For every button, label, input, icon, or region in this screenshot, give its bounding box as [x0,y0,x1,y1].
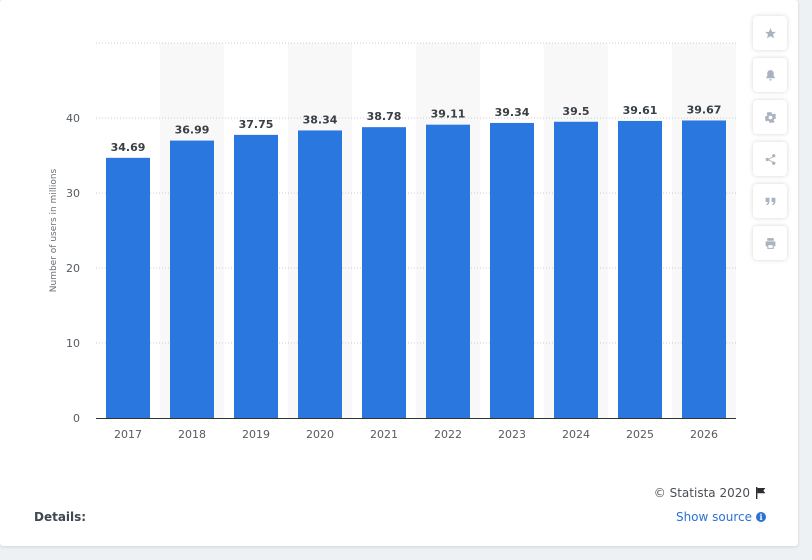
y-tick-label: 0 [73,412,80,425]
show-source-label: Show source [675,510,752,524]
x-tick-label: 2023 [498,428,526,441]
print-icon [765,237,775,249]
share-button[interactable] [753,142,787,176]
x-tick-label: 2022 [434,428,462,441]
share-icon [765,153,775,165]
data-label: 39.61 [623,104,658,117]
bar [170,140,214,418]
data-label: 39.34 [495,106,530,119]
show-source-link[interactable]: Show source i [676,510,766,524]
data-label: 36.99 [175,124,210,137]
details-label: Details: [34,510,87,524]
settings-button[interactable] [753,100,787,134]
bar [618,120,662,419]
data-label: 38.34 [303,113,338,126]
x-tick-label: 2020 [306,428,334,441]
info-icon: i [756,512,766,522]
y-tick-label: 40 [66,112,80,125]
y-axis-label: Number of users in millions [49,168,59,292]
copyright-text: © Statista 2020 [654,486,766,500]
data-label: 39.67 [687,103,722,116]
data-label: 39.5 [562,105,589,118]
bar [298,130,342,418]
x-tick-label: 2021 [370,428,398,441]
quote-icon [765,197,775,205]
bar [490,122,534,418]
chart-card: 0 10 20 30 40 Number of users in millions 34.6… [0,0,798,546]
flag-icon[interactable] [755,487,766,499]
bar [554,121,598,418]
bar [106,157,150,418]
print-button[interactable] [753,226,787,260]
x-tick-label: 2026 [690,428,718,441]
gear-icon [764,111,776,123]
data-label: 39.11 [431,108,466,121]
bar [682,120,726,418]
data-label: 38.78 [367,110,402,123]
bar [426,124,470,419]
x-tick-label: 2025 [626,428,654,441]
data-label: 34.69 [111,141,146,154]
cite-button[interactable] [753,184,787,218]
x-tick-label: 2024 [562,428,590,441]
bar [362,127,406,419]
y-tick-label: 30 [66,187,80,200]
x-tick-label: 2017 [114,428,142,441]
favorite-button[interactable] [753,16,787,50]
copyright-label: © Statista 2020 [653,486,750,500]
notification-button[interactable] [753,58,787,92]
bar [234,134,278,418]
star-icon [764,27,776,38]
x-tick-label: 2019 [242,428,270,441]
y-tick-label: 20 [66,262,80,275]
bell-icon [765,69,775,81]
bar-chart: 0 10 20 30 40 Number of users in millions 34.6… [49,42,736,441]
y-tick-label: 10 [66,337,80,350]
x-tick-label: 2018 [178,428,206,441]
data-label: 37.75 [239,118,274,131]
